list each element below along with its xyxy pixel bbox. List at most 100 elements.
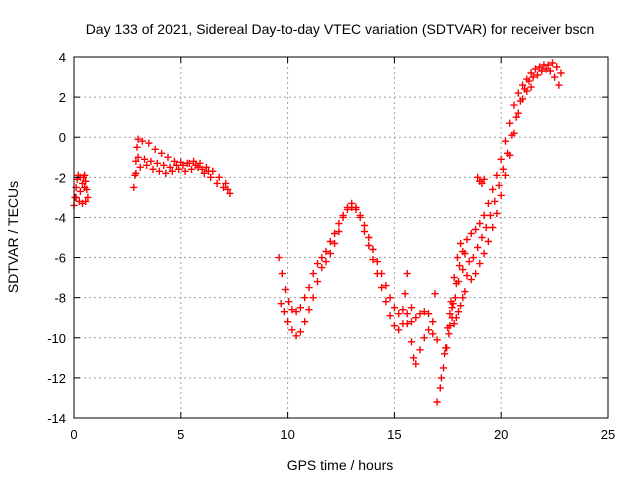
data-point: [454, 278, 463, 286]
data-point: [478, 233, 486, 242]
data-point: [352, 203, 360, 211]
data-point: [472, 270, 480, 278]
data-point: [296, 304, 304, 312]
data-point: [493, 171, 501, 179]
data-point: [506, 151, 514, 159]
data-point: [495, 181, 503, 189]
data-point: [84, 193, 92, 201]
data-point: [318, 264, 326, 272]
series-seg5b: [437, 65, 563, 382]
data-point: [403, 310, 411, 318]
data-point: [133, 143, 141, 151]
data-point: [478, 179, 486, 187]
x-axis-label: GPS time / hours: [287, 457, 394, 473]
data-point: [451, 294, 459, 302]
data-point: [160, 161, 168, 169]
x-tick-label: 5: [177, 427, 184, 442]
series-seg5c: [442, 83, 535, 352]
y-tick-label: 0: [59, 130, 66, 145]
data-point: [493, 209, 501, 217]
data-point: [416, 346, 424, 354]
x-tick-label: 0: [70, 427, 77, 442]
data-point: [531, 65, 539, 73]
y-tick-label: -10: [47, 331, 66, 346]
data-point: [132, 169, 140, 177]
data-point: [450, 320, 458, 328]
data-point: [436, 384, 444, 392]
data-point: [134, 153, 142, 161]
y-tick-label: -2: [54, 170, 66, 185]
data-point: [484, 199, 492, 207]
data-point: [557, 69, 565, 77]
data-point: [382, 298, 390, 306]
data-point: [425, 326, 433, 334]
y-tick-label: -6: [54, 251, 66, 266]
y-tick-label: -12: [47, 371, 66, 386]
data-point: [416, 310, 424, 318]
data-point: [459, 294, 467, 302]
data-point: [132, 157, 140, 165]
data-point: [284, 318, 292, 326]
data-point: [457, 302, 465, 310]
data-point: [175, 165, 183, 173]
grid-lines: [74, 57, 608, 418]
data-point: [476, 260, 484, 268]
data-point: [447, 298, 455, 306]
data-point: [285, 298, 293, 306]
data-point: [158, 149, 166, 157]
y-tick-label: 4: [59, 50, 66, 65]
data-point: [506, 119, 514, 127]
data-point: [533, 71, 542, 79]
data-point: [514, 89, 522, 97]
data-point: [219, 183, 228, 191]
data-point: [369, 245, 377, 254]
data-point: [202, 163, 210, 171]
data-point: [429, 330, 437, 338]
data-point: [437, 374, 445, 382]
data-point: [205, 167, 213, 175]
data-point: [491, 197, 499, 205]
data-point: [369, 256, 377, 264]
data-point: [288, 306, 296, 314]
series-seg4: [403, 290, 441, 368]
data-point: [281, 286, 290, 294]
data-point: [134, 135, 142, 143]
data-point: [292, 308, 300, 316]
data-point: [448, 304, 456, 312]
data-point: [453, 254, 461, 262]
data-point: [348, 199, 356, 207]
data-point: [151, 145, 159, 153]
y-tick-label: -14: [47, 411, 66, 426]
data-point: [465, 258, 473, 266]
data-point: [551, 73, 559, 81]
y-axis-label: SDTVAR / TECUs: [5, 181, 21, 293]
data-point: [446, 310, 454, 318]
data-point: [143, 161, 151, 169]
data-point: [463, 235, 471, 244]
data-point: [412, 360, 420, 368]
data-point: [305, 284, 313, 292]
data-point: [339, 213, 347, 221]
data-point: [155, 167, 163, 175]
data-point: [200, 169, 208, 177]
data-point: [326, 237, 334, 246]
data-point: [296, 328, 304, 336]
data-point: [433, 336, 441, 344]
data-point: [450, 274, 458, 282]
data-point: [410, 354, 418, 362]
x-tick-label: 15: [387, 427, 401, 442]
data-points: [70, 59, 565, 406]
series-seg2b: [132, 161, 232, 193]
data-point: [519, 95, 527, 103]
data-point: [280, 308, 288, 316]
data-point: [445, 330, 453, 338]
data-point: [525, 77, 533, 85]
data-point: [172, 161, 181, 169]
data-point: [170, 157, 178, 165]
data-point: [301, 294, 309, 302]
data-point: [497, 191, 505, 199]
data-point: [224, 185, 232, 193]
data-point: [386, 312, 394, 320]
